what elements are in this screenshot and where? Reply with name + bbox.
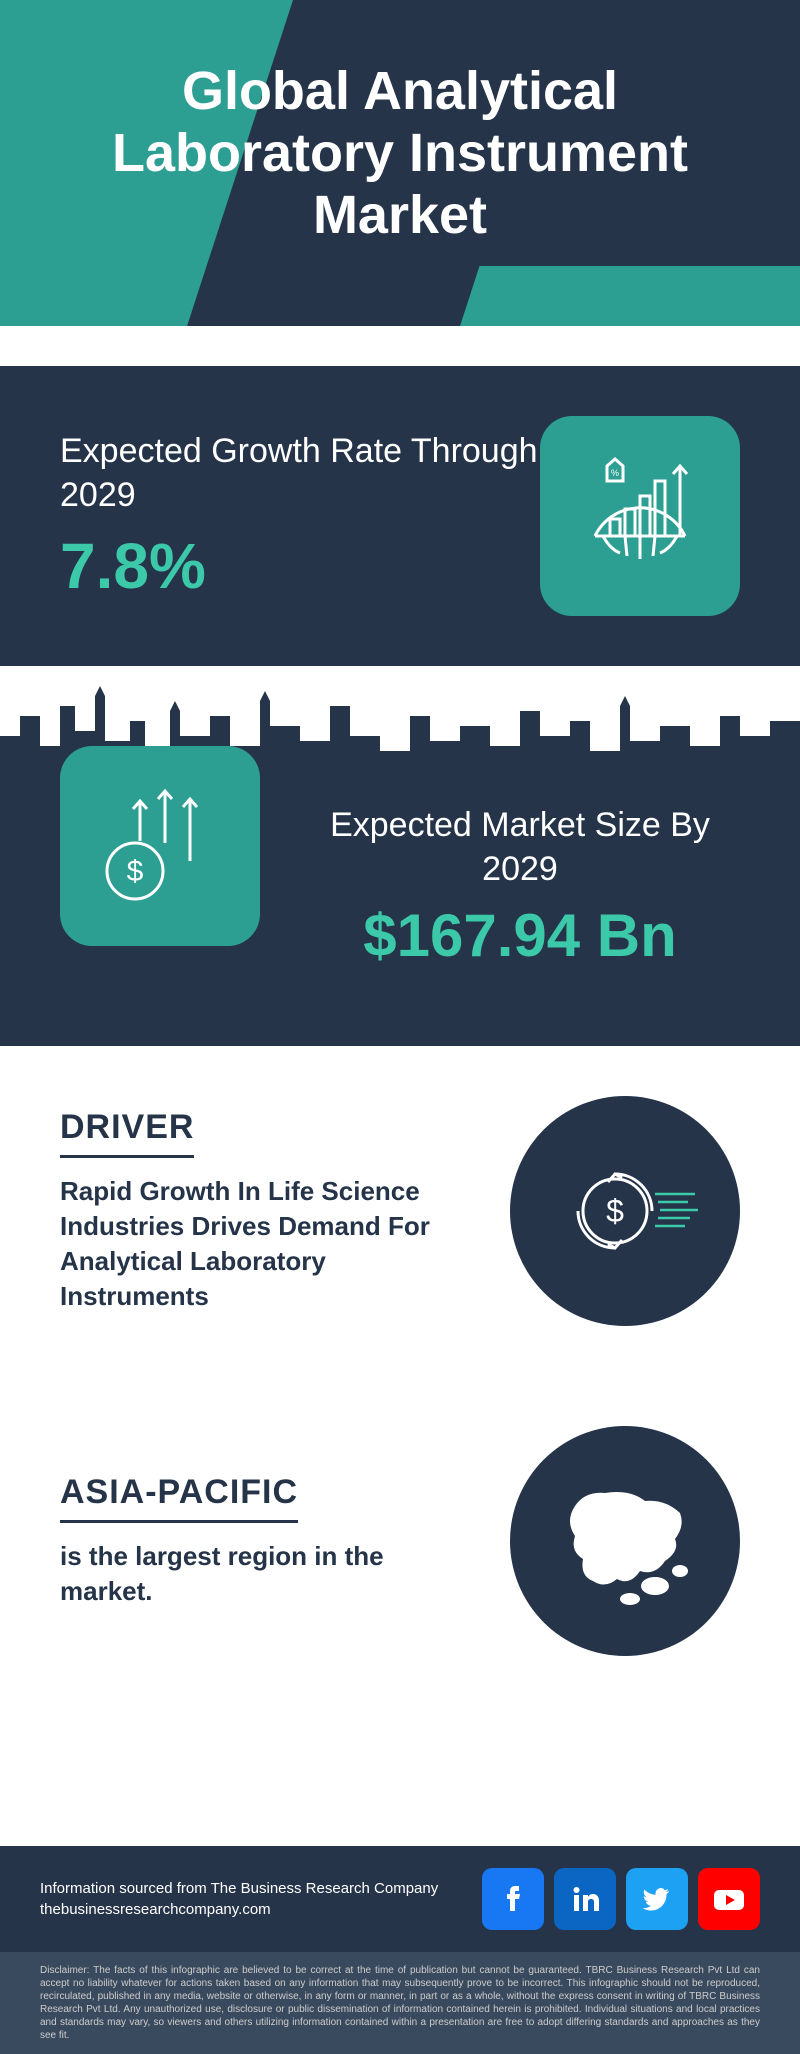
footer-line2: thebusinessresearchcompany.com [40, 1899, 438, 1920]
facebook-icon[interactable] [482, 1868, 544, 1930]
market-section: $ Expected Market Size By 2029 $167.94 B… [0, 786, 800, 1046]
driver-section: DRIVER Rapid Growth In Life Science Indu… [0, 1046, 800, 1376]
region-section: ASIA-PACIFIC is the largest region in th… [0, 1376, 800, 1706]
disclaimer-text: Disclaimer: The facts of this infographi… [0, 1952, 800, 2054]
growth-text-block: Expected Growth Rate Through 2029 7.8% [60, 429, 540, 603]
linkedin-icon[interactable] [554, 1868, 616, 1930]
market-value: $167.94 Bn [300, 901, 740, 970]
growth-section: Expected Growth Rate Through 2029 7.8% % [0, 366, 800, 666]
footer-source: Information sourced from The Business Re… [40, 1878, 438, 1920]
driver-body: Rapid Growth In Life Science Industries … [60, 1174, 480, 1314]
gap [0, 326, 800, 366]
dollar-arrows-icon: $ [60, 746, 260, 946]
market-label: Expected Market Size By 2029 [300, 803, 740, 891]
driver-text: DRIVER Rapid Growth In Life Science Indu… [60, 1108, 480, 1314]
svg-text:$: $ [127, 855, 144, 888]
main-title: Global Analytical Laboratory Instrument … [40, 40, 760, 266]
youtube-icon[interactable] [698, 1868, 760, 1930]
header-banner: Global Analytical Laboratory Instrument … [0, 0, 800, 326]
growth-chart-icon: % [540, 416, 740, 616]
svg-text:$: $ [606, 1193, 624, 1229]
market-text-block: Expected Market Size By 2029 $167.94 Bn [300, 803, 740, 970]
asia-map-icon [510, 1426, 740, 1656]
footer-line1: Information sourced from The Business Re… [40, 1878, 438, 1899]
social-links [482, 1868, 760, 1930]
footer-bar: Information sourced from The Business Re… [0, 1846, 800, 1952]
region-body: is the largest region in the market. [60, 1539, 480, 1609]
twitter-icon[interactable] [626, 1868, 688, 1930]
bottom-spacer [0, 1706, 800, 1846]
growth-label: Expected Growth Rate Through 2029 [60, 429, 540, 517]
growth-value: 7.8% [60, 529, 540, 603]
region-heading: ASIA-PACIFIC [60, 1473, 298, 1523]
svg-text:%: % [611, 468, 619, 478]
driver-heading: DRIVER [60, 1108, 194, 1158]
money-flow-icon: $ [510, 1096, 740, 1326]
region-text: ASIA-PACIFIC is the largest region in th… [60, 1473, 480, 1609]
